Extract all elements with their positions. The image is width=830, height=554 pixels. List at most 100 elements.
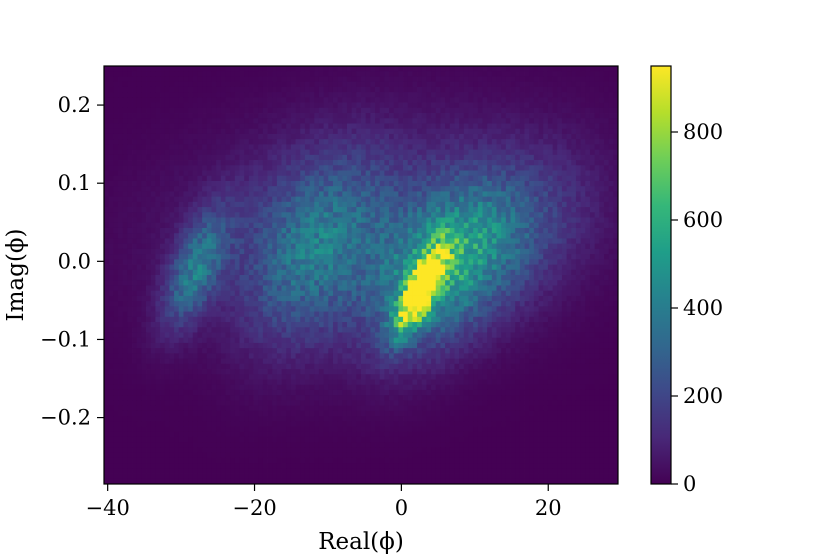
heatmap-cell xyxy=(524,280,530,286)
heatmap-cell xyxy=(519,222,525,229)
heatmap-cell xyxy=(323,154,329,161)
heatmap-cell xyxy=(594,175,600,182)
heatmap-cell xyxy=(127,92,133,98)
heatmap-cell xyxy=(188,243,194,250)
heatmap-cell xyxy=(328,71,334,77)
heatmap-cell xyxy=(192,175,198,182)
heatmap-cell xyxy=(253,212,259,218)
heatmap-cell xyxy=(127,254,133,260)
heatmap-cell xyxy=(482,196,488,203)
heatmap-cell xyxy=(197,123,203,130)
heatmap-cell xyxy=(370,180,376,187)
heatmap-cell xyxy=(435,154,441,161)
heatmap-cell xyxy=(515,102,521,109)
heatmap-cell xyxy=(361,102,367,109)
heatmap-cell xyxy=(412,170,418,177)
heatmap-cell xyxy=(566,285,572,292)
heatmap-cell xyxy=(272,280,278,286)
heatmap-cell xyxy=(183,186,189,192)
heatmap-cell xyxy=(440,207,446,213)
heatmap-cell xyxy=(533,71,539,77)
heatmap-cell xyxy=(230,170,236,177)
heatmap-cell xyxy=(304,160,310,166)
heatmap-cell xyxy=(370,175,376,182)
heatmap-cell xyxy=(412,227,418,234)
heatmap-cell xyxy=(164,248,170,255)
heatmap-cell xyxy=(141,128,147,135)
heatmap-cell xyxy=(216,149,222,156)
heatmap-cell xyxy=(155,76,161,83)
heatmap-cell xyxy=(561,76,567,83)
heatmap-cell xyxy=(122,238,128,245)
heatmap-cell xyxy=(533,160,539,166)
heatmap-cell xyxy=(547,227,553,234)
heatmap-cell xyxy=(342,107,348,114)
heatmap-cell xyxy=(323,180,329,187)
heatmap-cell xyxy=(440,269,446,276)
heatmap-cell xyxy=(197,113,203,119)
heatmap-cell xyxy=(188,264,194,271)
heatmap-cell xyxy=(361,243,367,250)
heatmap-cell xyxy=(323,113,329,119)
heatmap-cell xyxy=(141,207,147,213)
heatmap-cell xyxy=(276,280,282,286)
heatmap-cell xyxy=(459,217,465,224)
heatmap-cell xyxy=(440,170,446,177)
heatmap-cell xyxy=(566,81,572,88)
heatmap-cell xyxy=(150,248,156,255)
heatmap-cell xyxy=(155,175,161,182)
heatmap-cell xyxy=(389,269,395,276)
heatmap-cell xyxy=(547,290,553,297)
heatmap-cell xyxy=(118,212,124,218)
heatmap-cell xyxy=(346,144,353,151)
heatmap-cell xyxy=(309,128,315,135)
heatmap-cell xyxy=(459,269,465,276)
heatmap-cell xyxy=(440,160,446,166)
heatmap-cell xyxy=(108,280,114,286)
heatmap-cell xyxy=(309,149,315,156)
heatmap-cell xyxy=(290,243,296,250)
heatmap-cell xyxy=(295,280,301,286)
heatmap-cell xyxy=(459,248,465,255)
heatmap-cell xyxy=(234,123,240,130)
heatmap-cell xyxy=(533,212,539,218)
heatmap-cell xyxy=(389,170,395,177)
heatmap-cell xyxy=(440,217,446,224)
heatmap-cell xyxy=(202,233,208,239)
heatmap-cell xyxy=(519,107,525,114)
heatmap-cell xyxy=(557,86,563,93)
heatmap-cell xyxy=(547,285,553,292)
heatmap-cell xyxy=(585,133,591,140)
heatmap-cell xyxy=(267,238,273,245)
heatmap-cell xyxy=(566,76,572,83)
heatmap-cell xyxy=(608,149,614,156)
heatmap-cell xyxy=(239,243,245,250)
heatmap-cell xyxy=(351,222,357,229)
heatmap-cell xyxy=(351,233,357,239)
heatmap-cell xyxy=(379,186,385,192)
heatmap-cell xyxy=(613,243,619,250)
heatmap-cell xyxy=(118,301,124,307)
heatmap-cell xyxy=(197,295,203,302)
heatmap-cell xyxy=(132,196,138,203)
heatmap-cell xyxy=(248,254,254,260)
heatmap-cell xyxy=(122,227,128,234)
heatmap-cell xyxy=(575,269,582,276)
heatmap-cell xyxy=(613,201,619,208)
heatmap-cell xyxy=(426,144,432,151)
heatmap-cell xyxy=(426,118,432,124)
heatmap-cell xyxy=(365,81,371,88)
heatmap-cell xyxy=(206,238,212,245)
heatmap-cell xyxy=(426,81,432,88)
heatmap-cell xyxy=(487,133,493,140)
heatmap-cell xyxy=(445,102,451,109)
heatmap-cell xyxy=(538,133,544,140)
heatmap-cell xyxy=(122,76,128,83)
heatmap-cell xyxy=(361,259,367,265)
heatmap-cell xyxy=(547,139,553,145)
heatmap-cell xyxy=(314,107,320,114)
heatmap-cell xyxy=(594,76,600,83)
heatmap-cell xyxy=(155,170,161,177)
heatmap-cell xyxy=(192,227,198,234)
heatmap-cell xyxy=(510,86,516,93)
